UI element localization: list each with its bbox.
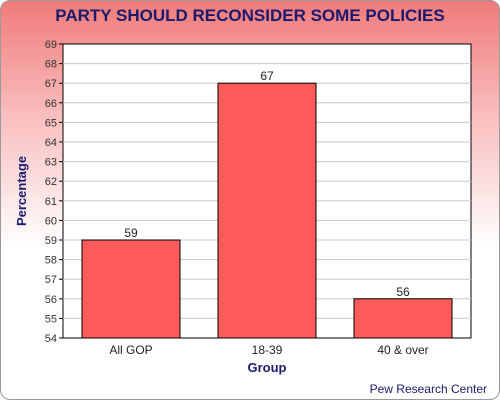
bars: 59 67 56 — [81, 69, 453, 339]
y-tick-label: 54 — [45, 333, 57, 345]
y-tick-label: 63 — [45, 157, 57, 169]
y-tick-label: 67 — [45, 78, 57, 90]
bar — [353, 298, 453, 339]
bar — [217, 82, 317, 339]
y-tick-label: 57 — [45, 274, 57, 286]
y-tick-label: 55 — [45, 313, 57, 325]
bar — [81, 239, 181, 339]
x-tick-label: 18-39 — [252, 343, 283, 357]
y-tick-label: 61 — [45, 196, 57, 208]
bar-value-label: 56 — [396, 285, 410, 299]
x-tick-label: All GOP — [109, 343, 152, 357]
y-tick-label: 59 — [45, 235, 57, 247]
y-tick-label: 69 — [45, 39, 57, 51]
y-tick-label: 62 — [45, 176, 57, 188]
y-tick-label: 68 — [45, 59, 57, 71]
y-tick-label: 66 — [45, 98, 57, 110]
y-axis-label: Percentage — [14, 156, 29, 226]
axes: 54 55 56 57 58 59 60 61 62 63 64 65 66 67 68 69 All GOP 1… — [45, 39, 429, 357]
x-tick-label: 40 & over — [377, 343, 428, 357]
bar-value-label: 59 — [124, 226, 138, 240]
bar-value-label: 67 — [260, 69, 274, 83]
y-tick-label: 64 — [45, 137, 57, 149]
source-credit: Pew Research Center — [369, 382, 487, 396]
chart-title: PARTY SHOULD RECONSIDER SOME POLICIES — [55, 6, 445, 25]
y-tick-label: 58 — [45, 255, 57, 267]
y-tick-label: 60 — [45, 215, 57, 227]
y-tick-label: 56 — [45, 294, 57, 306]
y-tick-label: 65 — [45, 117, 57, 129]
x-axis-label: Group — [248, 360, 287, 375]
